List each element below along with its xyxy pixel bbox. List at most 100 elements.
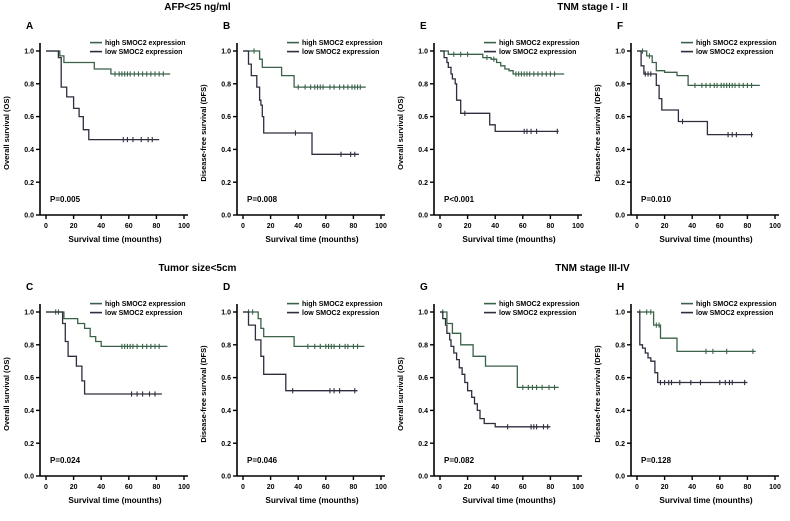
p-value-label: P=0.128 xyxy=(641,456,672,465)
legend-label-low: low SMOC2 expression xyxy=(696,310,773,317)
p-value-label: P<0.001 xyxy=(444,195,475,204)
y-tick-label: 1.0 xyxy=(615,310,625,317)
panel-C-chart: C 0.0 0.2 0.4 0.6 0.8 1.0 0 20 40 60 80 100 Overall s… xyxy=(2,282,190,505)
panel-C: C 0.0 0.2 0.4 0.6 0.8 1.0 0 20 40 60 80 100 Overall s… xyxy=(0,276,197,521)
km-curve-low xyxy=(243,50,359,155)
panel-B-chart: B 0.0 0.2 0.4 0.6 0.8 1.0 0 20 40 60 80 100 Disease-f… xyxy=(199,21,387,244)
p-value-label: P=0.082 xyxy=(444,456,475,465)
x-tick-label: 20 xyxy=(70,484,78,491)
y-tick-label: 0.4 xyxy=(24,147,34,154)
y-tick-label: 0.6 xyxy=(418,114,428,121)
y-tick-label: 0.6 xyxy=(615,114,625,121)
x-tick-label: 60 xyxy=(519,223,527,230)
y-tick-label: 0.0 xyxy=(221,213,231,220)
panel-G-chart: G 0.0 0.2 0.4 0.6 0.8 1.0 0 20 40 60 80 100 Overall s… xyxy=(396,282,584,505)
x-tick-label: 0 xyxy=(438,223,442,230)
y-tick-label: 0.0 xyxy=(221,474,231,481)
y-tick-label: 0.0 xyxy=(615,213,625,220)
y-tick-label: 0.2 xyxy=(418,180,428,187)
x-tick-label: 100 xyxy=(769,223,781,230)
y-tick-label: 0.2 xyxy=(418,441,428,448)
group-title-afp: AFP<25 ng/ml xyxy=(164,2,231,13)
panel-row-top: A 0.0 0.2 0.4 0.6 0.8 1.0 0 20 40 60 80 100 Overall s… xyxy=(0,15,790,260)
group-title-tumor-size: Tumor size<5cm xyxy=(158,262,237,274)
panel-letter: H xyxy=(617,282,624,293)
y-tick-label: 0.8 xyxy=(615,342,625,349)
y-tick-label: 1.0 xyxy=(24,310,34,317)
km-curve-high xyxy=(46,311,168,348)
legend-label-low: low SMOC2 expression xyxy=(105,49,182,56)
y-tick-label: 0.6 xyxy=(418,375,428,382)
x-tick-label: 60 xyxy=(322,223,330,230)
x-tick-label: 80 xyxy=(744,223,752,230)
p-value-label: P=0.010 xyxy=(641,195,672,204)
km-curve-high xyxy=(637,50,760,87)
y-tick-label: 0.0 xyxy=(24,474,34,481)
legend-label-low: low SMOC2 expression xyxy=(696,49,773,56)
x-tick-label: 100 xyxy=(375,484,387,491)
y-tick-label: 0.4 xyxy=(418,147,428,154)
y-tick-label: 0.4 xyxy=(615,147,625,154)
km-curve-low xyxy=(46,311,162,395)
y-tick-label: 0.6 xyxy=(24,375,34,382)
y-axis-label: Overall survival (OS) xyxy=(396,357,405,431)
x-tick-label: 80 xyxy=(153,484,161,491)
legend-label-high: high SMOC2 expression xyxy=(696,40,777,47)
x-tick-label: 20 xyxy=(464,223,472,230)
y-tick-label: 0.8 xyxy=(24,342,34,349)
x-tick-label: 80 xyxy=(744,484,752,491)
legend-label-high: high SMOC2 expression xyxy=(105,301,186,308)
x-tick-label: 20 xyxy=(70,223,78,230)
x-tick-label: 0 xyxy=(241,223,245,230)
x-tick-label: 60 xyxy=(322,484,330,491)
y-axis-label: Overall survival (OS) xyxy=(396,96,405,170)
x-tick-label: 20 xyxy=(267,223,275,230)
p-value-label: P=0.046 xyxy=(247,456,278,465)
panel-E: E 0.0 0.2 0.4 0.6 0.8 1.0 0 20 40 60 80 100 Overall s… xyxy=(394,15,591,260)
km-curve-low xyxy=(46,50,160,141)
x-tick-label: 0 xyxy=(44,223,48,230)
bottom-group-title-row: Tumor size<5cm TNM stage III-IV xyxy=(0,260,790,276)
km-curve-low xyxy=(243,311,358,392)
y-tick-label: 0.0 xyxy=(24,213,34,220)
y-axis-label: Overall survival (OS) xyxy=(2,357,11,431)
x-tick-label: 60 xyxy=(716,484,724,491)
y-tick-label: 0.4 xyxy=(418,408,428,415)
legend-label-high: high SMOC2 expression xyxy=(499,40,580,47)
y-tick-label: 0.2 xyxy=(221,180,231,187)
x-tick-label: 40 xyxy=(491,484,499,491)
x-tick-label: 80 xyxy=(153,223,161,230)
group-title-tnm-3-4: TNM stage III-IV xyxy=(555,262,630,274)
y-tick-label: 1.0 xyxy=(418,49,428,56)
panel-B: B 0.0 0.2 0.4 0.6 0.8 1.0 0 20 40 60 80 100 Disease-f… xyxy=(197,15,394,260)
km-curve-low xyxy=(637,50,753,136)
y-tick-label: 0.4 xyxy=(221,408,231,415)
y-tick-label: 0.4 xyxy=(221,147,231,154)
x-axis-label: Survival time (mounths) xyxy=(265,496,359,505)
y-tick-label: 0.6 xyxy=(615,375,625,382)
y-tick-label: 0.6 xyxy=(24,114,34,121)
y-tick-label: 0.4 xyxy=(24,408,34,415)
panel-D-chart: D 0.0 0.2 0.4 0.6 0.8 1.0 0 20 40 60 80 100 Disease-f… xyxy=(199,282,387,505)
panel-E-chart: E 0.0 0.2 0.4 0.6 0.8 1.0 0 20 40 60 80 100 Overall s… xyxy=(396,21,584,244)
group-title-tnm-1-2: TNM stage I - II xyxy=(557,2,628,13)
x-tick-label: 20 xyxy=(661,484,669,491)
legend-label-high: high SMOC2 expression xyxy=(105,40,186,47)
x-tick-label: 0 xyxy=(44,484,48,491)
x-tick-label: 80 xyxy=(547,223,555,230)
x-tick-label: 60 xyxy=(519,484,527,491)
legend-label-low: low SMOC2 expression xyxy=(302,49,379,56)
x-tick-label: 20 xyxy=(661,223,669,230)
y-tick-label: 0.4 xyxy=(615,408,625,415)
y-tick-label: 0.2 xyxy=(24,180,34,187)
y-tick-label: 1.0 xyxy=(221,310,231,317)
x-tick-label: 0 xyxy=(241,484,245,491)
legend-label-high: high SMOC2 expression xyxy=(302,301,383,308)
x-tick-label: 80 xyxy=(350,223,358,230)
panel-G: G 0.0 0.2 0.4 0.6 0.8 1.0 0 20 40 60 80 100 Overall s… xyxy=(394,276,591,521)
km-curve-high xyxy=(637,311,756,353)
y-tick-label: 0.6 xyxy=(221,375,231,382)
panel-letter: G xyxy=(420,282,428,293)
km-curve-low xyxy=(440,311,551,428)
